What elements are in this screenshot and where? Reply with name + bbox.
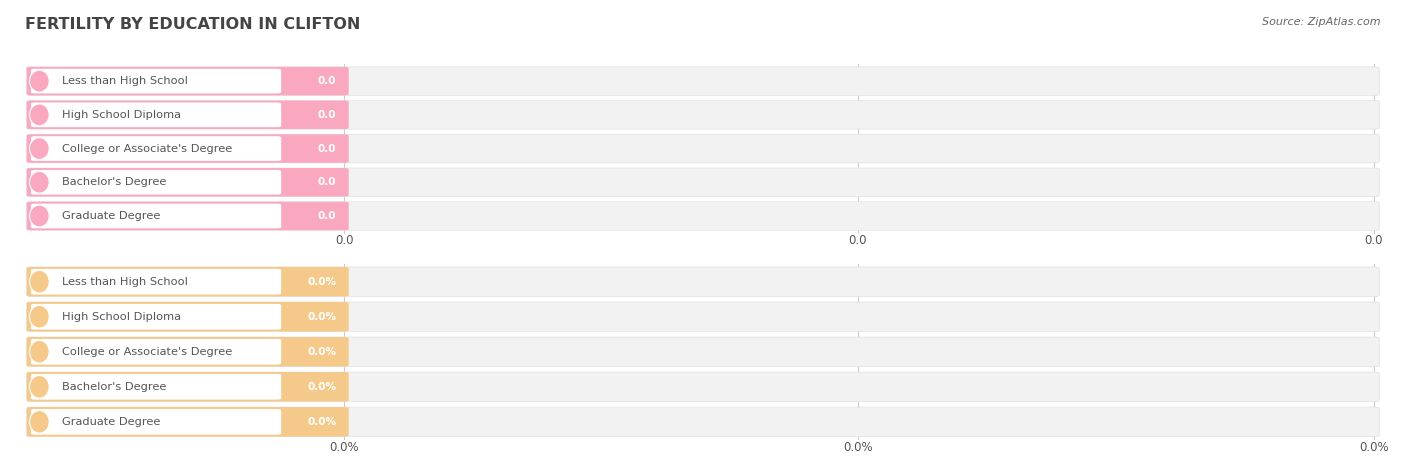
Ellipse shape [30, 306, 49, 328]
FancyBboxPatch shape [27, 337, 1379, 367]
FancyBboxPatch shape [31, 269, 281, 295]
Text: 0.0%: 0.0% [842, 441, 873, 454]
FancyBboxPatch shape [27, 100, 1379, 129]
FancyBboxPatch shape [27, 372, 349, 402]
FancyBboxPatch shape [27, 407, 349, 436]
FancyBboxPatch shape [31, 304, 281, 329]
Text: 0.0: 0.0 [318, 177, 336, 187]
Text: 0.0%: 0.0% [307, 312, 336, 322]
FancyBboxPatch shape [31, 170, 281, 195]
Text: 0.0%: 0.0% [329, 441, 360, 454]
Text: 0.0: 0.0 [318, 76, 336, 86]
Text: 0.0%: 0.0% [307, 277, 336, 287]
Text: 0.0: 0.0 [1364, 234, 1384, 248]
FancyBboxPatch shape [27, 267, 1379, 297]
Text: 0.0: 0.0 [318, 144, 336, 154]
Text: 0.0%: 0.0% [307, 347, 336, 357]
FancyBboxPatch shape [27, 134, 349, 163]
FancyBboxPatch shape [31, 69, 281, 93]
Text: Graduate Degree: Graduate Degree [62, 211, 160, 221]
Text: 0.0%: 0.0% [1358, 441, 1389, 454]
FancyBboxPatch shape [27, 202, 349, 230]
FancyBboxPatch shape [31, 374, 281, 400]
FancyBboxPatch shape [27, 337, 349, 367]
FancyBboxPatch shape [27, 67, 1379, 95]
Text: Less than High School: Less than High School [62, 277, 188, 287]
Text: Source: ZipAtlas.com: Source: ZipAtlas.com [1263, 17, 1381, 27]
FancyBboxPatch shape [27, 67, 349, 95]
Ellipse shape [30, 205, 49, 227]
Text: 0.0%: 0.0% [307, 382, 336, 392]
FancyBboxPatch shape [27, 100, 349, 129]
Ellipse shape [30, 410, 49, 433]
FancyBboxPatch shape [31, 102, 281, 127]
FancyBboxPatch shape [27, 168, 1379, 197]
FancyBboxPatch shape [27, 372, 1379, 402]
Ellipse shape [30, 270, 49, 293]
FancyBboxPatch shape [27, 302, 349, 331]
FancyBboxPatch shape [27, 407, 1379, 436]
Text: 0.0%: 0.0% [307, 417, 336, 427]
Ellipse shape [30, 171, 49, 193]
Text: High School Diploma: High School Diploma [62, 110, 181, 120]
FancyBboxPatch shape [27, 267, 349, 297]
Text: College or Associate's Degree: College or Associate's Degree [62, 347, 232, 357]
FancyBboxPatch shape [27, 134, 1379, 163]
FancyBboxPatch shape [27, 202, 1379, 230]
FancyBboxPatch shape [31, 339, 281, 365]
Text: 0.0: 0.0 [318, 211, 336, 221]
Text: Graduate Degree: Graduate Degree [62, 417, 160, 427]
FancyBboxPatch shape [27, 168, 349, 197]
FancyBboxPatch shape [27, 302, 1379, 331]
Text: FERTILITY BY EDUCATION IN CLIFTON: FERTILITY BY EDUCATION IN CLIFTON [25, 17, 361, 32]
Text: 0.0: 0.0 [318, 110, 336, 120]
FancyBboxPatch shape [31, 204, 281, 228]
FancyBboxPatch shape [31, 136, 281, 161]
Ellipse shape [30, 138, 49, 159]
Text: College or Associate's Degree: College or Associate's Degree [62, 144, 232, 154]
Ellipse shape [30, 70, 49, 92]
Text: 0.0: 0.0 [335, 234, 354, 248]
Text: Less than High School: Less than High School [62, 76, 188, 86]
Text: High School Diploma: High School Diploma [62, 312, 181, 322]
Ellipse shape [30, 376, 49, 398]
Ellipse shape [30, 104, 49, 126]
Ellipse shape [30, 340, 49, 363]
Text: 0.0: 0.0 [848, 234, 868, 248]
Text: Bachelor's Degree: Bachelor's Degree [62, 382, 166, 392]
FancyBboxPatch shape [31, 409, 281, 435]
Text: Bachelor's Degree: Bachelor's Degree [62, 177, 166, 187]
